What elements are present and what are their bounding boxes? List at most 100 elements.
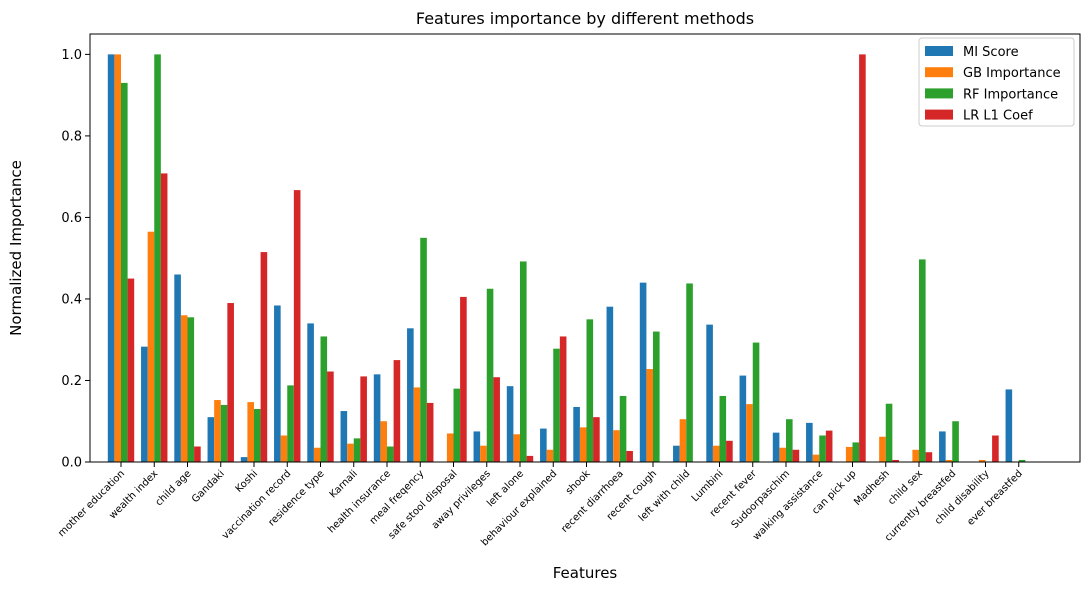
- bar-rf-importance: [752, 342, 760, 462]
- legend-swatch: [925, 46, 953, 56]
- y-tick-label: 0.0: [61, 456, 82, 471]
- legend: MI Score GB Importance RF Importance LR L1 …: [918, 37, 1075, 127]
- bar-gb-importance: [912, 449, 919, 462]
- bar-gb-importance: [313, 447, 321, 462]
- legend-swatch: [925, 109, 953, 120]
- bar-mi-score: [939, 431, 946, 462]
- bar-gb-importance: [679, 419, 687, 462]
- bar-lr-l1-coef: [127, 278, 135, 462]
- bar-mi-score: [540, 428, 547, 462]
- bar-mi-score: [307, 323, 314, 462]
- bar-lr-l1-coef: [526, 455, 534, 462]
- x-tick-label: recent diarrhoea: [559, 468, 625, 534]
- y-tick-label: 0.8: [61, 129, 82, 144]
- bar-gb-importance: [180, 315, 188, 462]
- bar-lr-l1-coef: [559, 336, 567, 462]
- bar-rf-importance: [786, 419, 793, 462]
- bar-rf-importance: [453, 388, 461, 462]
- bar-gb-importance: [114, 54, 121, 462]
- bar-gb-importance: [480, 445, 487, 462]
- bar-gb-importance: [214, 400, 221, 462]
- legend-swatch: [925, 88, 953, 99]
- bar-mi-score: [673, 445, 680, 462]
- bar-rf-importance: [520, 261, 527, 462]
- bar-lr-l1-coef: [593, 417, 600, 462]
- bar-lr-l1-coef: [194, 446, 201, 462]
- bar-rf-importance: [254, 409, 261, 462]
- bar-gb-importance: [613, 430, 620, 462]
- bar-lr-l1-coef: [992, 435, 999, 462]
- x-tick-label: health insurance: [326, 468, 393, 535]
- bar-gb-importance: [280, 435, 288, 462]
- bar-mi-score: [706, 324, 713, 462]
- y-tick-label: 1.0: [61, 48, 82, 63]
- bar-gb-importance: [546, 449, 554, 462]
- y-tick-label: 0.6: [61, 211, 82, 226]
- bar-rf-importance: [719, 395, 727, 462]
- bar-lr-l1-coef: [626, 450, 633, 462]
- bar-rf-importance: [952, 421, 959, 462]
- bar-gb-importance: [380, 421, 387, 462]
- bar-gb-importance: [413, 387, 421, 462]
- bar-mi-score: [473, 431, 481, 462]
- bar-mi-score: [340, 411, 348, 462]
- bar-mi-score: [506, 386, 514, 462]
- plot-frame: [89, 33, 1081, 463]
- bar-lr-l1-coef: [460, 296, 467, 462]
- bar-rf-importance: [287, 385, 294, 462]
- bar-mi-score: [107, 54, 115, 462]
- bar-gb-importance: [513, 434, 520, 462]
- bar-gb-importance: [347, 443, 354, 462]
- bar-mi-score: [739, 375, 747, 462]
- bar-lr-l1-coef: [825, 430, 833, 462]
- legend-swatch: [925, 67, 953, 78]
- bar-mi-score: [207, 417, 215, 462]
- y-tick-label: 0.4: [61, 292, 82, 307]
- legend-label: RF Importance: [963, 87, 1058, 102]
- bar-rf-importance: [619, 395, 627, 462]
- bar-lr-l1-coef: [892, 459, 899, 462]
- x-axis-label: Features: [553, 564, 618, 582]
- bar-mi-score: [573, 406, 580, 462]
- x-tick-label: shook: [564, 468, 593, 497]
- x-tick-label: away privileges: [430, 468, 493, 531]
- bar-lr-l1-coef: [925, 452, 933, 462]
- bar-gb-importance: [746, 404, 753, 462]
- bar-lr-l1-coef: [260, 252, 268, 462]
- bar-rf-importance: [653, 331, 660, 462]
- bar-rf-importance: [420, 237, 427, 462]
- bar-lr-l1-coef: [426, 402, 434, 462]
- x-tick-label: Madhesh: [852, 468, 892, 508]
- bar-mi-score: [639, 282, 647, 462]
- chart-title: Features importance by different methods: [416, 9, 754, 28]
- bar-rf-importance: [486, 288, 494, 462]
- bar-lr-l1-coef: [859, 54, 866, 462]
- bar-mi-score: [772, 432, 780, 462]
- bar-rf-importance: [852, 442, 860, 462]
- bar-mi-score: [274, 305, 281, 462]
- bar-gb-importance: [579, 427, 587, 462]
- bar-rf-importance: [819, 435, 826, 462]
- bar-mi-score: [240, 457, 248, 462]
- bar-rf-importance: [187, 317, 195, 462]
- bar-rf-importance: [353, 438, 361, 462]
- bar-lr-l1-coef: [160, 173, 168, 462]
- x-tick-label: child age: [154, 468, 194, 508]
- x-tick-label: Sudoorpaschim: [730, 468, 793, 531]
- bars-layer: [107, 54, 1026, 462]
- bar-lr-l1-coef: [293, 190, 301, 462]
- bar-lr-l1-coef: [327, 371, 334, 462]
- legend-label: GB Importance: [963, 66, 1061, 81]
- bar-gb-importance: [879, 436, 886, 462]
- bar-rf-importance: [586, 319, 594, 462]
- bar-lr-l1-coef: [792, 449, 800, 462]
- legend-label: LR L1 Coef: [963, 109, 1033, 124]
- bar-rf-importance: [885, 403, 893, 462]
- bar-lr-l1-coef: [227, 303, 234, 462]
- bar-mi-score: [174, 274, 181, 462]
- bar-rf-importance: [121, 82, 128, 462]
- bar-gb-importance: [845, 446, 853, 462]
